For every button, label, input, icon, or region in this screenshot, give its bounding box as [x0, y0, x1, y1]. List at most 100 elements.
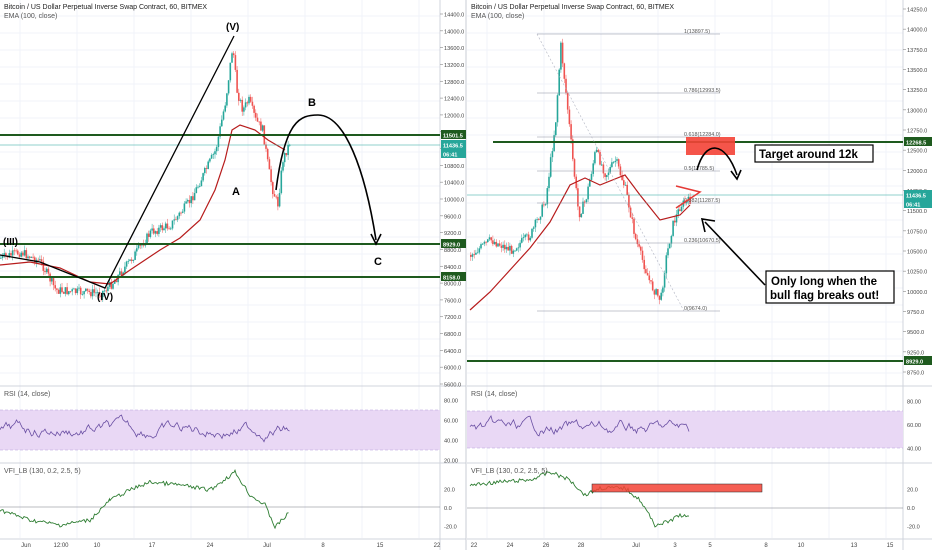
candle-body: [265, 144, 267, 149]
time-tick-label: 3: [673, 543, 677, 549]
candle-body: [687, 196, 690, 201]
candle-body: [515, 248, 518, 251]
indicator-tick-label: 60.00: [444, 419, 458, 425]
candle-body: [493, 241, 496, 245]
candle-body: [39, 259, 41, 261]
candle-body: [161, 225, 164, 231]
candle-body: [607, 172, 610, 176]
candle-body: [66, 287, 68, 295]
candle-body: [512, 250, 515, 254]
candle-body: [544, 204, 547, 206]
candle-body: [670, 235, 673, 244]
candle-body: [166, 223, 169, 229]
candle-body: [617, 159, 620, 167]
candle-body: [147, 233, 150, 237]
bull-flag: [675, 185, 702, 209]
candle-body: [132, 259, 135, 261]
candle-body: [236, 69, 238, 93]
price-tick-label: 12000.0: [907, 169, 927, 175]
candle-body: [13, 250, 16, 252]
time-tick-label: 15: [377, 543, 384, 549]
candle-body: [606, 175, 608, 177]
candle-body: [483, 241, 486, 244]
vfi-line: [469, 470, 690, 528]
price-level-tag-label: 8929.0: [906, 359, 923, 365]
candle-body: [261, 125, 264, 131]
ema-line-right: [469, 174, 691, 311]
price-tick-label: 10000.0: [907, 290, 927, 296]
price-level-tag-label: 11436.5: [906, 193, 926, 199]
price-tick-label: 10250.0: [907, 270, 927, 276]
candle-body: [519, 242, 521, 248]
candle-body: [232, 53, 235, 56]
candle-body: [543, 204, 545, 206]
price-tick-label: 13750.0: [907, 48, 927, 54]
fib-label: 0.236(10670.5): [684, 238, 721, 244]
price-level-tag: [904, 190, 932, 199]
time-tick-label: Jun: [21, 543, 31, 549]
flag-arrowhead: [700, 218, 716, 233]
candle-body: [40, 259, 43, 262]
candle-body: [54, 285, 56, 289]
price-level-tag: [904, 199, 932, 208]
indicator-tick-label: 0.0: [444, 506, 452, 512]
candle-body: [485, 241, 487, 243]
price-level-tag: [441, 272, 466, 281]
candle-body: [175, 219, 177, 221]
fib-trendline: [536, 33, 685, 312]
candle-body: [668, 243, 671, 249]
candle-body: [665, 255, 668, 274]
candle-body: [178, 212, 181, 217]
candle-body: [536, 219, 538, 220]
rsi-line: [469, 414, 690, 437]
candle-body: [205, 168, 208, 169]
candle-body: [244, 102, 247, 108]
price-tick-label: 8400.0: [444, 265, 461, 271]
candle-body: [198, 186, 201, 188]
price-tick-label: 12000.0: [444, 113, 464, 119]
candle-body: [249, 96, 252, 102]
candle-body: [502, 244, 504, 248]
candle-body: [260, 121, 262, 131]
candle-body: [136, 248, 138, 252]
price-tick-label: 14000.0: [444, 29, 464, 35]
candle-body: [266, 148, 269, 160]
candle-body: [487, 239, 489, 243]
candle-body: [246, 102, 249, 104]
candle-body: [597, 149, 600, 152]
candle-body: [3, 253, 5, 256]
candle-body: [611, 162, 613, 168]
candle-body: [0, 257, 2, 259]
candle-body: [551, 151, 554, 158]
time-tick-label: 5: [708, 543, 712, 549]
rsi-band: [467, 411, 903, 448]
candle-body: [110, 281, 113, 289]
price-level-tag-label: 8929.0: [443, 242, 460, 248]
candle-body: [268, 159, 271, 170]
indicator-tick-label: 40.00: [907, 447, 921, 453]
candle-body: [137, 244, 140, 249]
candle-body: [255, 112, 257, 118]
candle-body: [217, 136, 220, 148]
candle-body: [633, 218, 635, 234]
candle-body: [5, 253, 7, 256]
candle-body: [73, 288, 75, 290]
candle-body: [93, 289, 96, 293]
target-arrow: [696, 147, 738, 176]
candle-body: [234, 55, 237, 70]
candle-body: [275, 196, 277, 198]
candle-body: [539, 216, 542, 220]
candle-body: [492, 240, 494, 245]
candle-body: [583, 201, 586, 203]
candle-body: [667, 248, 669, 256]
candle-body: [531, 228, 533, 238]
candle-body: [560, 42, 562, 70]
candle-body: [555, 122, 557, 136]
price-tick-label: 12500.0: [907, 149, 927, 155]
candle-body: [473, 254, 475, 256]
candle-body: [44, 270, 46, 273]
price-tick-label: 9200.0: [444, 231, 461, 237]
price-tick-label: 10000.0: [444, 198, 464, 204]
candle-body: [1, 255, 4, 258]
